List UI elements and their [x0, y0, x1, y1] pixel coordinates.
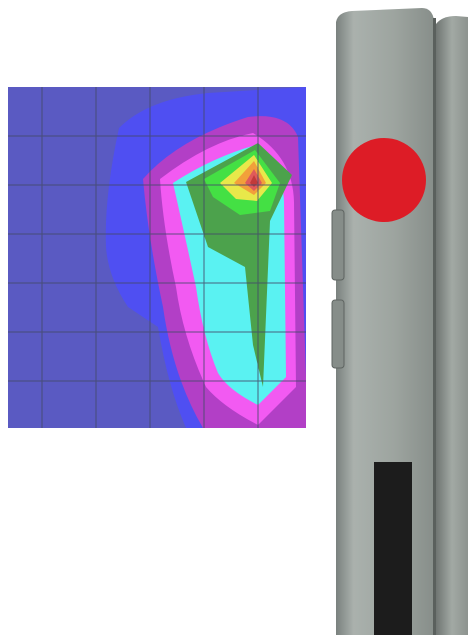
heatmap-contour-level-10 [250, 175, 258, 187]
phone-front-edge [436, 16, 468, 635]
phone-seam [433, 18, 436, 635]
heatmap-grid [8, 87, 306, 428]
side-slot [374, 462, 412, 635]
side-button-lower [331, 299, 345, 369]
phone-side-view [331, 8, 468, 635]
sar-heatmap [8, 87, 306, 428]
side-button-upper [331, 209, 345, 281]
red-marker-dot [342, 138, 426, 222]
